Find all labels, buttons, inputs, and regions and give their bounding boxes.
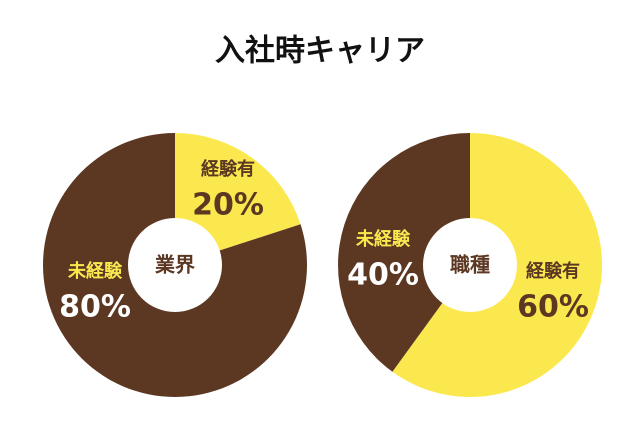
slice-category-label: 経験有 <box>201 158 255 180</box>
slice-category-label: 未経験 <box>356 228 411 250</box>
center-label: 職種 <box>450 253 490 277</box>
page-title: 入社時キャリア <box>215 34 425 69</box>
slice-category-label: 未経験 <box>68 260 123 282</box>
slice-value-label: 40% <box>347 258 419 293</box>
donut-slice <box>337 133 470 372</box>
donut-hole <box>423 218 517 312</box>
slice-value-label: 80% <box>59 290 131 325</box>
center-label: 業界 <box>155 253 195 277</box>
slice-category-label: 経験有 <box>526 260 580 282</box>
donut-hole <box>128 218 222 312</box>
slice-value-label: 60% <box>517 290 589 325</box>
slice-value-label: 20% <box>192 188 264 223</box>
